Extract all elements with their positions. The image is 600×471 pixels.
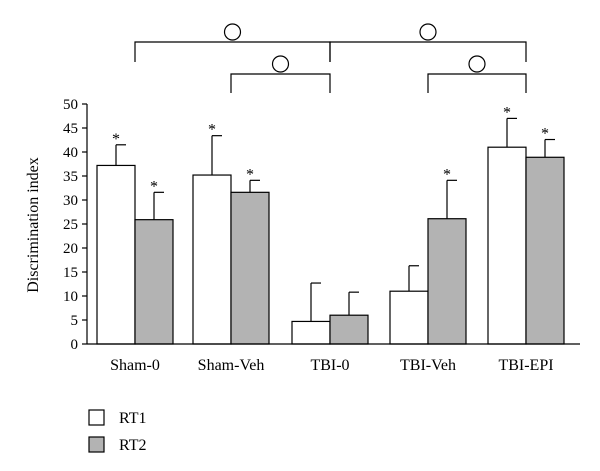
bar-rt2 bbox=[427, 218, 467, 345]
x-tick-label: Sham-0 bbox=[110, 357, 160, 374]
significance-circle-marker bbox=[419, 23, 437, 41]
y-axis-label: Discrimination index bbox=[25, 157, 42, 293]
x-tick-label: Sham-Veh bbox=[198, 357, 265, 374]
x-tick-label: TBI-0 bbox=[310, 357, 349, 374]
y-tick-label: 20 bbox=[63, 241, 78, 257]
legend-label: RT2 bbox=[119, 437, 146, 454]
error-bars bbox=[115, 117, 555, 322]
y-tick-label: 25 bbox=[63, 217, 78, 233]
significance-star: * bbox=[112, 131, 120, 148]
y-tick-label: 35 bbox=[63, 169, 78, 185]
y-tick-label: 10 bbox=[63, 289, 78, 305]
comparison-bracket bbox=[134, 41, 331, 62]
y-tick-label: 45 bbox=[63, 121, 78, 137]
comparison-bracket bbox=[230, 73, 331, 93]
significance-star: * bbox=[150, 178, 158, 195]
legend-swatch bbox=[88, 436, 105, 453]
significance-markers: * * * * * * * bbox=[112, 104, 549, 195]
bar-rt1 bbox=[389, 290, 429, 345]
significance-star: * bbox=[541, 126, 549, 143]
significance-star: * bbox=[503, 104, 511, 121]
y-tick-label: 40 bbox=[63, 145, 78, 161]
y-tick-label: 5 bbox=[71, 313, 79, 329]
significance-circle-marker bbox=[271, 55, 290, 73]
significance-circle-marker bbox=[468, 55, 486, 73]
bar-rt1 bbox=[487, 146, 527, 345]
y-tick-label: 50 bbox=[63, 97, 78, 113]
legend-swatch bbox=[88, 409, 105, 426]
comparison-bracket bbox=[427, 73, 527, 93]
bar-rt2 bbox=[329, 314, 369, 345]
significance-star: * bbox=[246, 166, 254, 183]
significance-circle-marker bbox=[223, 23, 242, 41]
bars bbox=[96, 146, 565, 345]
x-axis-labels: Sham-0 Sham-Veh TBI-0 TBI-Veh TBI-EPI bbox=[110, 357, 553, 374]
bar-rt2 bbox=[230, 191, 270, 345]
x-tick-label: TBI-EPI bbox=[498, 357, 553, 374]
legend-label: RT1 bbox=[119, 410, 146, 427]
significance-star: * bbox=[443, 166, 451, 183]
comparison-brackets bbox=[134, 23, 527, 93]
bar-rt1 bbox=[291, 320, 331, 345]
significance-star: * bbox=[208, 122, 216, 139]
y-tick-label: 15 bbox=[63, 265, 78, 281]
comparison-bracket bbox=[329, 41, 527, 62]
legend: RT1 RT2 bbox=[88, 409, 146, 454]
y-tick-label: 0 bbox=[71, 337, 79, 353]
bar-rt1 bbox=[192, 174, 232, 345]
bar-rt1 bbox=[96, 164, 136, 345]
x-tick-label: TBI-Veh bbox=[400, 357, 456, 374]
y-tick-label: 30 bbox=[63, 193, 78, 209]
bar-rt2 bbox=[134, 219, 174, 345]
bar-rt2 bbox=[525, 156, 565, 345]
y-axis: 0 5 10 15 20 25 30 35 40 45 50 bbox=[63, 97, 580, 353]
